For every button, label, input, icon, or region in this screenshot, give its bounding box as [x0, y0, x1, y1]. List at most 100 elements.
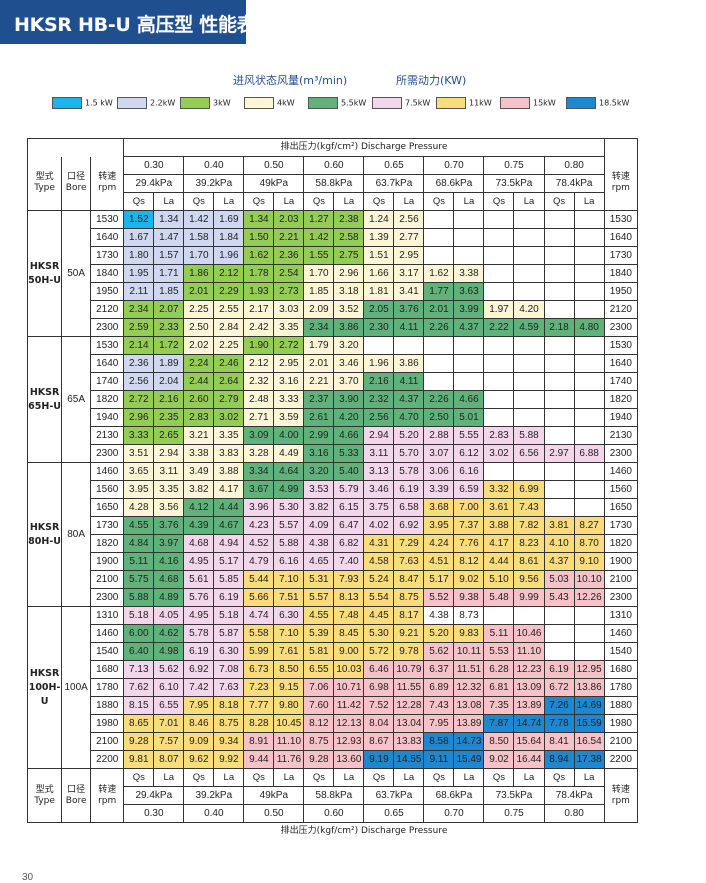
rpm-cell: 1530	[90, 210, 125, 229]
la-cell: 1.84	[213, 228, 245, 247]
table-row: 0.30 0.40 0.50 0.60 0.65 0.70 0.75 0.80	[28, 804, 638, 823]
la-cell: 11.10	[273, 732, 305, 751]
qs-cell: 8.65	[123, 714, 155, 733]
pressure-header: 0.40	[183, 156, 245, 175]
qs-cell: 5.03	[543, 570, 575, 589]
qs-cell: 5.58	[243, 624, 275, 643]
la-cell: 3.20	[333, 336, 365, 355]
rpm-cell: 1560	[90, 480, 125, 499]
qs-cell: 1.97	[483, 300, 515, 319]
legend-swatch	[436, 97, 466, 109]
qs-cell: 2.24	[183, 354, 215, 373]
footer-blank	[28, 823, 124, 841]
la-cell: 11.76	[273, 750, 305, 769]
la-cell: 7.63	[213, 678, 245, 697]
la-cell: 2.07	[153, 300, 185, 319]
qs-cell: 1.67	[123, 228, 155, 247]
la-cell: 8.70	[573, 534, 605, 553]
la-cell	[573, 498, 605, 517]
qs-cell: 5.39	[303, 624, 335, 643]
qs-header: Qs	[363, 192, 395, 211]
table-row: 1730 4.55 3.76 4.39 4.67 4.23 5.57 4.09 6.47 4.02…	[28, 516, 639, 535]
bore-cell: 100A	[61, 606, 92, 769]
la-cell: 7.43	[513, 498, 545, 517]
la-cell: 5.30	[273, 498, 305, 517]
la-cell: 9.21	[393, 624, 425, 643]
qs-cell: 2.32	[363, 390, 395, 409]
rpm-cell: 2300	[90, 588, 125, 607]
rpm-cell: 1310	[90, 606, 125, 625]
la-cell: 5.57	[273, 516, 305, 535]
la-cell: 6.58	[393, 498, 425, 517]
qs-header: Qs	[303, 192, 335, 211]
la-cell: 11.51	[453, 660, 485, 679]
la-cell: 12.93	[333, 732, 365, 751]
table-row: 1880 8.15 6.55 7.95 8.18 7.77 9.80 7.60 11.42 7.5…	[28, 696, 639, 715]
la-cell: 3.33	[273, 390, 305, 409]
la-cell: 7.29	[393, 534, 425, 553]
la-cell: 12.23	[513, 660, 545, 679]
kpa-footer: 68.6kPa	[423, 786, 485, 805]
qs-cell: 2.48	[243, 390, 275, 409]
rpm-cell: 1640	[90, 354, 125, 373]
la-cell: 3.76	[153, 516, 185, 535]
la-cell	[513, 210, 545, 229]
la-cell: 2.54	[273, 264, 305, 283]
la-cell: 6.59	[453, 480, 485, 499]
qs-cell: 7.78	[543, 714, 575, 733]
la-cell: 3.70	[333, 372, 365, 391]
la-cell: 9.15	[273, 678, 305, 697]
la-cell	[573, 462, 605, 481]
table-row: 型式 Type 口径 Bore 转速 rpm 0.30 0.40 0.50 0.60 0.65 0.7…	[26, 156, 639, 211]
pressure-footer: 0.50	[243, 804, 305, 823]
la-cell: 7.00	[453, 498, 485, 517]
la-cell: 6.16	[273, 552, 305, 571]
qs-cell: 6.46	[363, 660, 395, 679]
qs-cell: 3.88	[483, 516, 515, 535]
la-cell: 6.55	[153, 696, 185, 715]
la-cell: 17.38	[573, 750, 605, 769]
la-cell: 8.07	[153, 750, 185, 769]
qs-cell: 2.01	[183, 282, 215, 301]
qs-cell: 2.26	[423, 318, 455, 337]
qs-cell: 1.80	[123, 246, 155, 265]
qs-cell: 7.95	[183, 696, 215, 715]
rpm-cell: 1730	[90, 516, 125, 535]
rpm-cell: 1460	[90, 462, 125, 481]
qs-cell: 2.61	[303, 408, 335, 427]
qs-cell: 1.51	[363, 246, 395, 265]
la-cell: 4.20	[513, 300, 545, 319]
la-cell: 5.87	[213, 624, 245, 643]
qs-cell	[543, 372, 575, 391]
la-cell: 8.47	[393, 570, 425, 589]
qs-cell: 2.21	[303, 372, 335, 391]
model-cell: HKSR 50H-U	[26, 210, 63, 337]
rpm-cell: 2100	[90, 732, 125, 751]
la-cell: 2.84	[213, 318, 245, 337]
qs-header: Qs	[183, 192, 215, 211]
table-row: HKSR 100H-U 100A 1310 5.18 4.05 4.95 5.18 4.74 6…	[26, 606, 639, 769]
qs-cell	[543, 210, 575, 229]
rpm-cell: 1540	[90, 642, 125, 661]
rpm-cell: 1940	[90, 408, 125, 427]
qs-cell	[543, 264, 575, 283]
la-cell: 1.89	[153, 354, 185, 373]
la-cell: 6.99	[513, 480, 545, 499]
table-row: 2100 9.28 7.57 9.09 9.34 8.91 11.10 8.75 12.93 8.…	[28, 732, 639, 751]
qs-cell: 1.78	[243, 264, 275, 283]
table-row: HKSR 80H-U 80A 1460 3.65 3.11 3.49 3.88 3.34 4.6…	[26, 462, 639, 607]
qs-cell	[423, 246, 455, 265]
la-cell: 9.38	[453, 588, 485, 607]
qs-cell	[483, 210, 515, 229]
qs-cell: 3.02	[483, 444, 515, 463]
qs-cell: 1.52	[123, 210, 155, 229]
qs-cell	[543, 390, 575, 409]
qs-cell: 9.81	[123, 750, 155, 769]
legend-label: 3kW	[213, 98, 231, 108]
legend-label: 5.5kW	[341, 98, 367, 108]
la-cell: 3.18	[333, 282, 365, 301]
la-cell: 4.49	[273, 444, 305, 463]
table-row: 1560 3.95 3.35 3.82 4.17 3.67 4.99 3.53 5.79 3.46…	[28, 480, 639, 499]
qs-cell: 3.28	[243, 444, 275, 463]
type-header: 型式 Type	[26, 156, 63, 211]
